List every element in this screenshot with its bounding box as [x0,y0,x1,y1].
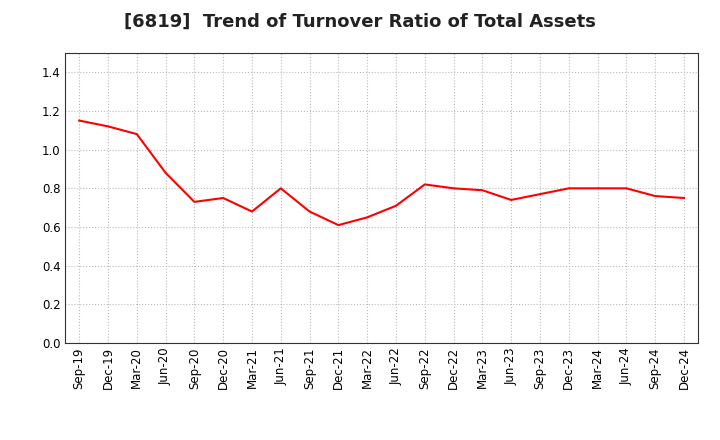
Text: [6819]  Trend of Turnover Ratio of Total Assets: [6819] Trend of Turnover Ratio of Total … [124,13,596,31]
